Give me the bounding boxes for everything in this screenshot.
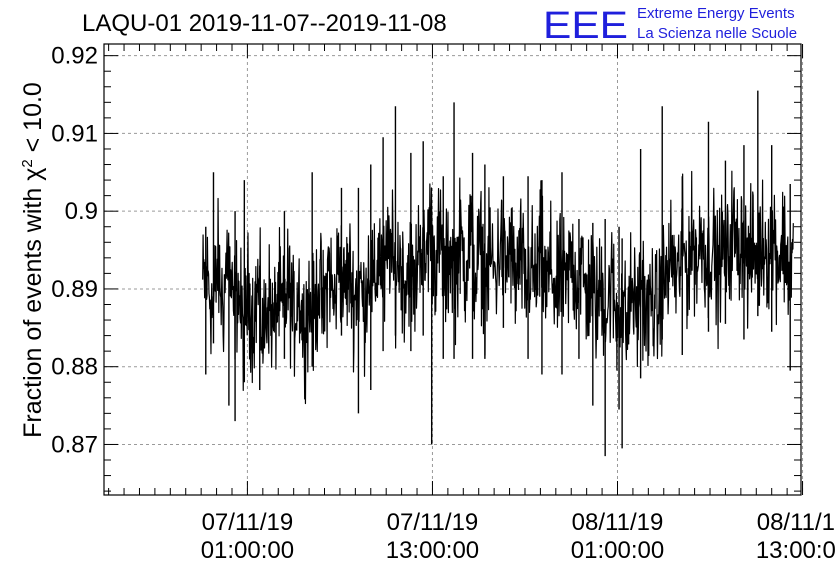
y-axis-label-suffix: < 10.0 (19, 82, 47, 159)
x-tick-time: 13:00:00 (386, 537, 479, 564)
y-tick-label: 0.88 (51, 354, 98, 381)
series-line (202, 170, 794, 405)
logo-line2: La Scienza nelle Scuole (637, 25, 797, 42)
x-tick-time: 13:00:00 (756, 537, 836, 564)
plot-frame (103, 43, 802, 496)
y-tick-label: 0.92 (51, 43, 98, 70)
chart-title: LAQU-01 2019-11-07--2019-11-08 (82, 10, 447, 37)
logo-mark: EEE (543, 5, 628, 47)
x-tick-time: 01:00:00 (201, 537, 294, 564)
axes: 0.870.880.890.90.910.9207/11/1901:00:000… (51, 43, 836, 564)
y-tick-label: 0.9 (65, 198, 98, 225)
y-tick-label: 0.87 (51, 431, 98, 458)
x-tick-date: 07/11/19 (202, 509, 294, 536)
logo-line1: Extreme Energy Events (637, 5, 795, 22)
x-tick-time: 01:00:00 (571, 537, 664, 564)
data-layer (202, 90, 794, 457)
y-axis-label: Fraction of events with χ2 < 10.0 (19, 82, 47, 438)
x-tick-date: 08/11/19 (572, 509, 664, 536)
y-tick-label: 0.91 (51, 120, 98, 147)
x-tick-date: 08/11/19 (757, 509, 836, 536)
y-tick-label: 0.89 (51, 276, 98, 303)
y-axis-label-sup: 2 (19, 159, 36, 167)
y-axis-label-chi: χ (19, 168, 47, 181)
eee-logo: EEE Extreme Energy Events La Scienza nel… (543, 5, 797, 47)
x-tick-date: 07/11/19 (387, 509, 479, 536)
y-axis-label-prefix: Fraction of events with (19, 181, 47, 438)
